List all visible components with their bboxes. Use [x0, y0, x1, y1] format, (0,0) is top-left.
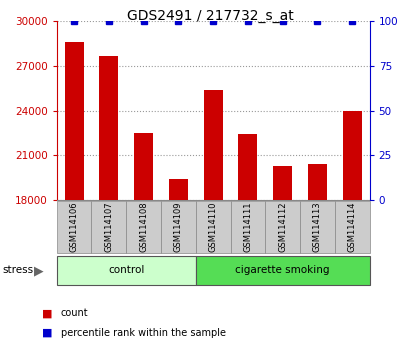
Bar	[204, 90, 223, 200]
Text: ■: ■	[42, 308, 52, 318]
Text: count: count	[61, 308, 89, 318]
Bar	[169, 179, 188, 200]
Bar	[99, 56, 118, 200]
Bar	[343, 110, 362, 200]
Text: percentile rank within the sample: percentile rank within the sample	[61, 328, 226, 338]
Text: GSM114113: GSM114113	[313, 201, 322, 252]
Text: GSM114112: GSM114112	[278, 202, 287, 252]
Text: GSM114114: GSM114114	[348, 202, 357, 252]
Text: cigarette smoking: cigarette smoking	[236, 266, 330, 275]
Text: GSM114110: GSM114110	[209, 202, 218, 252]
Text: GSM114108: GSM114108	[139, 201, 148, 252]
Bar	[273, 166, 292, 200]
Text: GSM114111: GSM114111	[244, 202, 252, 252]
Text: GSM114107: GSM114107	[104, 201, 113, 252]
Text: ▶: ▶	[34, 264, 44, 277]
Text: GDS2491 / 217732_s_at: GDS2491 / 217732_s_at	[126, 9, 294, 23]
Bar	[134, 133, 153, 200]
Text: GSM114109: GSM114109	[174, 202, 183, 252]
Bar	[65, 42, 84, 200]
Text: GSM114106: GSM114106	[70, 201, 79, 252]
Bar	[239, 135, 257, 200]
Text: stress: stress	[2, 266, 33, 275]
Bar	[308, 164, 327, 200]
Text: ■: ■	[42, 328, 52, 338]
Text: control: control	[108, 266, 144, 275]
